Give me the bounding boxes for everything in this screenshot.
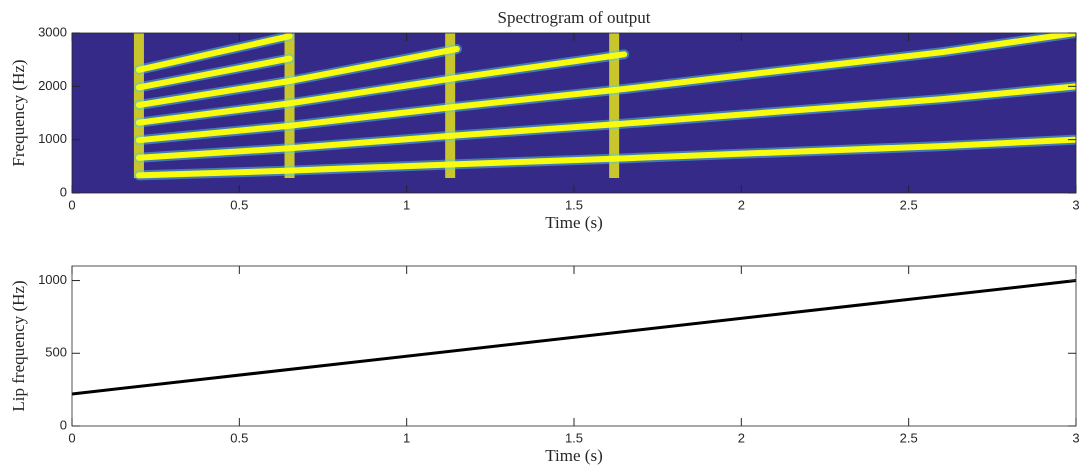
harmonic-track bbox=[135, 33, 1076, 144]
y-axis-label: Lip frequency (Hz) bbox=[9, 280, 28, 411]
x-tick-label: 0 bbox=[68, 430, 75, 445]
harmonic-track bbox=[135, 33, 293, 73]
x-tick-label: 0 bbox=[68, 197, 75, 212]
y-tick-label: 0 bbox=[60, 417, 67, 432]
line bbox=[71, 279, 1077, 396]
y-tick-label: 3000 bbox=[38, 24, 67, 39]
spectrogram-content bbox=[133, 33, 1076, 181]
plot-area bbox=[72, 266, 1076, 426]
x-tick-label: 1 bbox=[403, 430, 410, 445]
y-tick-label: 1000 bbox=[38, 272, 67, 287]
x-axis-label: Time (s) bbox=[545, 213, 602, 232]
chart-title: Spectrogram of output bbox=[498, 8, 651, 27]
onset-burst bbox=[609, 33, 620, 178]
harmonic-track bbox=[135, 136, 1076, 179]
y-tick-label: 2000 bbox=[38, 78, 67, 93]
x-tick-label: 0.5 bbox=[230, 430, 248, 445]
x-axis-label: Time (s) bbox=[545, 446, 602, 465]
y-axis-label: Frequency (Hz) bbox=[9, 59, 28, 166]
x-tick-label: 3 bbox=[1072, 430, 1079, 445]
x-tick-label: 1.5 bbox=[565, 197, 583, 212]
harmonic-track bbox=[135, 55, 293, 91]
y-tick-label: 0 bbox=[60, 184, 67, 199]
x-tick-label: 2.5 bbox=[900, 197, 918, 212]
harmonic-track bbox=[135, 83, 1076, 161]
x-tick-label: 1 bbox=[403, 197, 410, 212]
x-tick-label: 3 bbox=[1072, 197, 1079, 212]
harmonic-track bbox=[135, 51, 628, 126]
x-tick-label: 2 bbox=[738, 197, 745, 212]
x-tick-label: 0.5 bbox=[230, 197, 248, 212]
y-tick-label: 500 bbox=[45, 345, 67, 360]
y-tick-label: 1000 bbox=[38, 131, 67, 146]
x-tick-label: 1.5 bbox=[565, 430, 583, 445]
x-tick-label: 2 bbox=[738, 430, 745, 445]
harmonic-track bbox=[135, 46, 460, 108]
x-tick-label: 2.5 bbox=[900, 430, 918, 445]
